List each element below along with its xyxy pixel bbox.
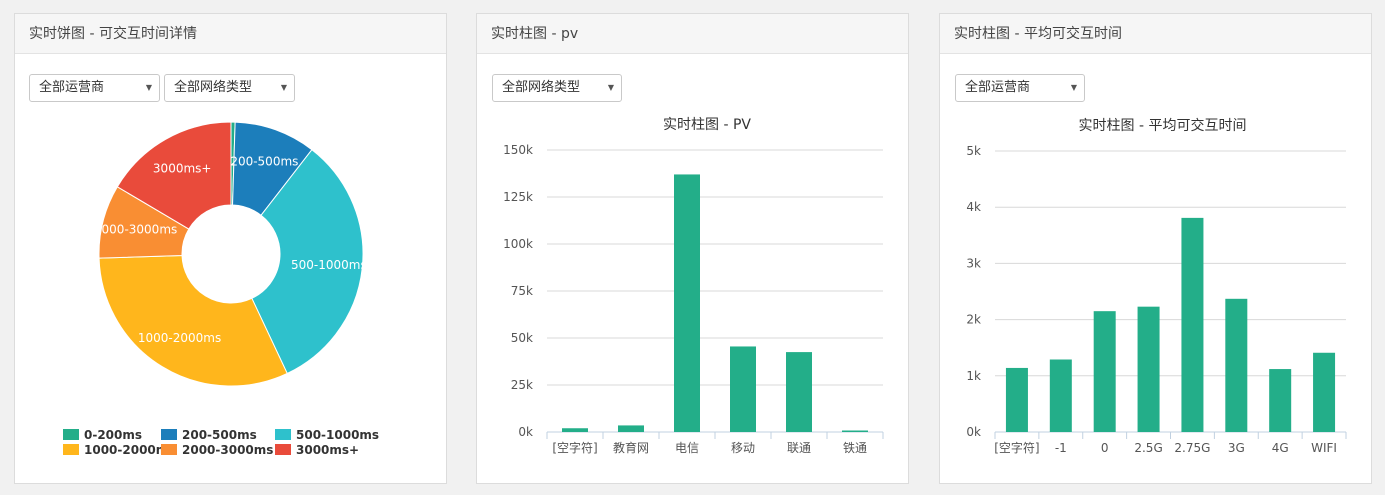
pie-slice-label: 500-1000ms — [291, 258, 367, 272]
y-tick-label: 50k — [511, 331, 533, 345]
avg-time-bar-chart: 实时柱图 - 平均可交互时间 0k 1k 2k 3k 4k 5k [空字符] -1 0 2.5G 2.… — [966, 117, 1347, 455]
legend-label: 3000ms+ — [296, 443, 360, 457]
bar[interactable] — [842, 430, 868, 432]
legend-item[interactable]: 2000-3000ms — [161, 443, 273, 457]
x-tick-label: 电信 — [675, 441, 699, 455]
panel-title: 实时饼图 - 可交互时间详情 — [15, 14, 446, 54]
legend-item[interactable]: 1000-2000ms — [63, 443, 175, 457]
x-tick-label: 2.75G — [1174, 441, 1210, 455]
legend-label: 2000-3000ms — [182, 443, 274, 457]
y-tick-label: 5k — [966, 144, 981, 158]
y-tick-label: 0k — [966, 425, 981, 439]
legend-label: 200-500ms — [182, 428, 257, 442]
carrier-select-value: 全部运营商 — [39, 80, 105, 95]
y-tick-label: 4k — [966, 200, 981, 214]
x-tick-label: 联通 — [787, 441, 811, 455]
x-tick-label: 移动 — [731, 441, 755, 455]
legend-swatch — [275, 429, 291, 440]
caret-down-icon: ▼ — [1070, 83, 1077, 92]
network-type-select-value: 全部网络类型 — [502, 80, 581, 95]
legend-label: 0-200ms — [84, 428, 143, 442]
caret-down-icon: ▼ — [145, 83, 152, 92]
legend-item[interactable]: 0-200ms — [63, 428, 142, 442]
y-tick-label: 75k — [511, 284, 533, 298]
caret-down-icon: ▼ — [607, 83, 614, 92]
bar[interactable] — [562, 428, 588, 432]
y-tick-label: 25k — [511, 378, 533, 392]
legend-swatch — [275, 444, 291, 455]
y-tick-label: 125k — [503, 190, 533, 204]
bar[interactable] — [1181, 217, 1204, 432]
pie-slice[interactable] — [251, 148, 364, 375]
y-tick-label: 1k — [966, 369, 981, 383]
x-tick-label: 0 — [1101, 441, 1109, 455]
bar[interactable] — [674, 174, 700, 432]
pie-legend: 0-200ms 200-500ms 500-1000ms 1000-2000ms 200… — [15, 14, 448, 485]
x-tick-label: WIFI — [1311, 441, 1337, 455]
legend-label: 1000-2000ms — [84, 443, 176, 457]
chart-title: 实时柱图 - 平均可交互时间 — [1079, 117, 1247, 134]
y-tick-label: 150k — [503, 143, 533, 157]
network-type-select[interactable]: 全部网络类型 ▼ — [164, 74, 295, 102]
x-tick-label: 2.5G — [1134, 441, 1162, 455]
x-tick-label: -1 — [1055, 441, 1067, 455]
avg-time-panel: 实时柱图 - 平均可交互时间 全部运营商 ▼ 实时柱图 - 平均可交互时间 0k 1… — [939, 13, 1372, 484]
carrier-select[interactable]: 全部运营商 ▼ — [29, 74, 160, 102]
bar[interactable] — [618, 425, 644, 432]
legend-swatch — [63, 444, 79, 455]
pie-slice[interactable] — [98, 255, 288, 387]
bar[interactable] — [1313, 352, 1336, 432]
legend-item[interactable]: 3000ms+ — [275, 443, 359, 457]
pie-slice-label: 3000ms+ — [153, 161, 212, 175]
pv-panel: 实时柱图 - pv 全部网络类型 ▼ 实时柱图 - PV 0k 25k 50k 75k 1… — [476, 13, 909, 484]
legend-swatch — [161, 444, 177, 455]
carrier-select-value: 全部运营商 — [965, 80, 1031, 95]
x-tick-label: [空字符] — [552, 440, 597, 455]
network-type-select[interactable]: 全部网络类型 ▼ — [492, 74, 622, 102]
panel-title: 实时柱图 - 平均可交互时间 — [940, 14, 1371, 54]
y-tick-label: 100k — [503, 237, 533, 251]
bar[interactable] — [1137, 306, 1160, 432]
legend-label: 500-1000ms — [296, 428, 380, 442]
pie-slice-label: 1000-2000ms — [138, 331, 221, 345]
carrier-select[interactable]: 全部运营商 ▼ — [955, 74, 1085, 102]
legend-item[interactable]: 200-500ms — [161, 428, 257, 442]
pie-slice-label: 200-500ms — [230, 154, 298, 168]
caret-down-icon: ▼ — [280, 83, 287, 92]
y-tick-label: 3k — [966, 256, 981, 270]
legend-item[interactable]: 500-1000ms — [275, 428, 379, 442]
x-tick-label: 铁通 — [843, 441, 867, 455]
chart-title: 实时柱图 - PV — [663, 117, 751, 133]
x-tick-label: 教育网 — [613, 440, 649, 455]
legend-swatch — [161, 429, 177, 440]
bar[interactable] — [1269, 369, 1292, 432]
bar[interactable] — [1005, 367, 1028, 432]
x-tick-label: [空字符] — [994, 440, 1039, 455]
legend-swatch — [63, 429, 79, 440]
x-tick-label: 4G — [1272, 441, 1289, 455]
bar[interactable] — [786, 352, 812, 432]
bar[interactable] — [1049, 359, 1072, 432]
y-tick-label: 0k — [518, 425, 533, 439]
y-tick-label: 2k — [966, 313, 981, 327]
network-type-select-value: 全部网络类型 — [174, 80, 253, 95]
panel-title: 实时柱图 - pv — [477, 14, 908, 54]
bar[interactable] — [730, 346, 756, 432]
pie-slice[interactable] — [116, 121, 232, 230]
pv-bar-chart: 实时柱图 - PV 0k 25k 50k 75k 100k 125k 150k [空字符] 教育网… — [503, 117, 884, 455]
x-tick-label: 3G — [1228, 441, 1245, 455]
pie-slice-label: 2000-3000ms — [94, 223, 177, 237]
pie-panel: 实时饼图 - 可交互时间详情 全部运营商 ▼ 全部网络类型 ▼ 200-500m… — [14, 13, 447, 484]
bar[interactable] — [1225, 298, 1248, 432]
pie-chart: 200-500ms 500-1000ms 1000-2000ms 2000-3000m… — [94, 121, 367, 387]
bar[interactable] — [1093, 311, 1116, 432]
